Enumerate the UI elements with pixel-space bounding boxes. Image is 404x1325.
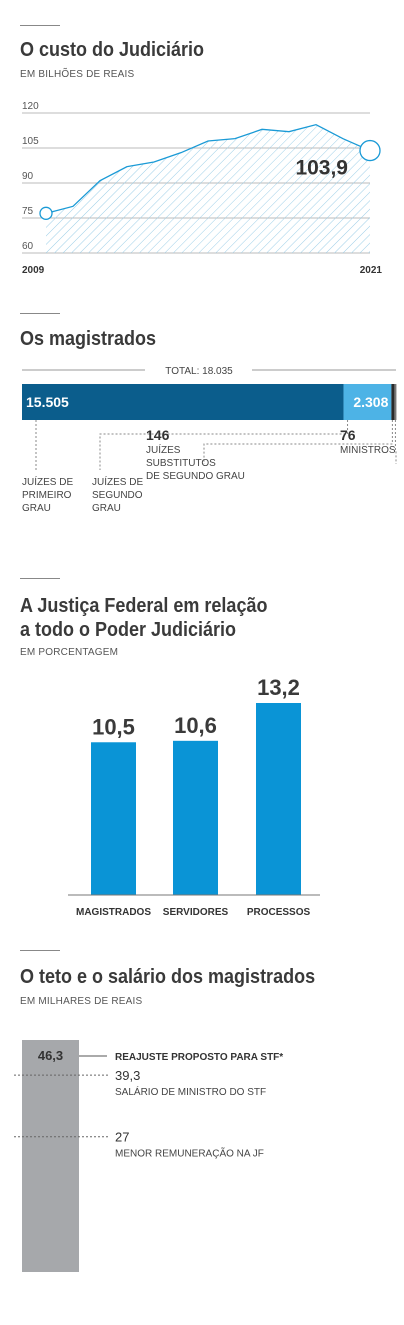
- area-line: [45, 123, 371, 214]
- category-label: SERVIDORES: [163, 907, 229, 918]
- segment-value-label: 146: [146, 427, 170, 443]
- marker-label: MENOR REMUNERAÇÃO NA JF: [115, 1147, 264, 1160]
- chart-title-custo: O custo do Judiciário: [20, 39, 205, 61]
- y-tick-label: 105: [22, 136, 39, 147]
- start-point: [39, 206, 53, 220]
- bar-value-label: 46,3: [38, 1048, 63, 1063]
- bar-value-label: 10,5: [92, 714, 135, 739]
- section-rule: [20, 578, 60, 579]
- y-tick-label: 90: [22, 171, 34, 182]
- segment-bar: [391, 384, 395, 420]
- segment-category-label: GRAU: [22, 503, 51, 514]
- chart-title-federal-line1: A Justiça Federal em relação: [20, 595, 268, 617]
- leader-line: [203, 420, 393, 464]
- chart-subtitle-federal: EM PORCENTAGEM: [20, 647, 119, 658]
- category-label: MAGISTRADOS: [76, 907, 151, 918]
- y-tick-label: 60: [22, 241, 34, 252]
- segment-value-label: 2.308: [353, 394, 388, 410]
- x-tick-label-end: 2021: [360, 265, 383, 276]
- segment-category-label: PRIMEIRO: [22, 490, 72, 501]
- area-fill: [46, 124, 370, 254]
- y-tick-label: 120: [22, 101, 39, 112]
- segment-category-label: DE SEGUNDO GRAU: [146, 471, 245, 482]
- bar-value-label: 10,6: [174, 713, 217, 738]
- segment-bar: [22, 384, 344, 420]
- end-value-label: 103,9: [295, 157, 348, 180]
- segment-bar: [394, 384, 397, 420]
- total-label: TOTAL: 18.035: [165, 366, 233, 377]
- segment-value-label: 15.505: [26, 394, 69, 410]
- leader-line: [99, 420, 349, 470]
- marker-value-label: 39,3: [115, 1068, 140, 1083]
- segment-category-label: GRAU: [92, 503, 121, 514]
- area-chart: 103,9 120 105 90 75 60 2009 2021: [22, 101, 383, 276]
- salary-chart: 46,3 REAJUSTE PROPOSTO PARA STF* 39,3 SALÁR…: [14, 1040, 283, 1272]
- leader-line: [394, 420, 397, 464]
- ceiling-bar: [22, 1040, 79, 1272]
- chart-title-magistrados: Os magistrados: [20, 328, 157, 350]
- section-rule: [20, 25, 60, 26]
- chart-subtitle-teto: EM MILHARES DE REAIS: [20, 996, 143, 1007]
- segment-category-label: JUÍZES DE: [92, 475, 143, 488]
- chart-subtitle-custo: EM BILHÕES DE REAIS: [20, 69, 135, 80]
- end-point: [359, 139, 381, 162]
- bar-annotation: REAJUSTE PROPOSTO PARA STF*: [115, 1052, 283, 1063]
- segment-category-label: MINISTROS: [340, 445, 396, 456]
- y-tick-label: 75: [22, 206, 34, 217]
- marker-label: SALÁRIO DE MINISTRO DO STF: [115, 1085, 266, 1098]
- segment-category-label: JUÍZES: [146, 443, 181, 456]
- section-rule: [20, 950, 60, 951]
- stacked-bar-chart: TOTAL: 18.035 15.505 2.308 JUÍZES DE PRIMEI…: [22, 366, 397, 514]
- bar-chart: 10,5 MAGISTRADOS 10,6 SERVIDORES 13,2 PROCESS…: [68, 675, 320, 918]
- marker-value-label: 27: [115, 1130, 129, 1145]
- x-tick-label-start: 2009: [22, 265, 45, 276]
- section-rule: [20, 313, 60, 314]
- segment-category-label: SEGUNDO: [92, 490, 143, 501]
- segment-category-label: SUBSTITUTOS: [146, 458, 216, 469]
- bar-value-label: 13,2: [257, 675, 300, 700]
- segment-value-label: 76: [340, 427, 356, 443]
- chart-title-teto: O teto e o salário dos magistrados: [20, 966, 316, 988]
- chart-title-federal-line2: a todo o Poder Judiciário: [20, 619, 237, 641]
- bar: [173, 740, 218, 895]
- bar: [256, 703, 301, 895]
- segment-category-label: JUÍZES DE: [22, 475, 73, 488]
- category-label: PROCESSOS: [247, 907, 311, 918]
- segment-bar: [343, 384, 392, 420]
- bar: [91, 742, 136, 895]
